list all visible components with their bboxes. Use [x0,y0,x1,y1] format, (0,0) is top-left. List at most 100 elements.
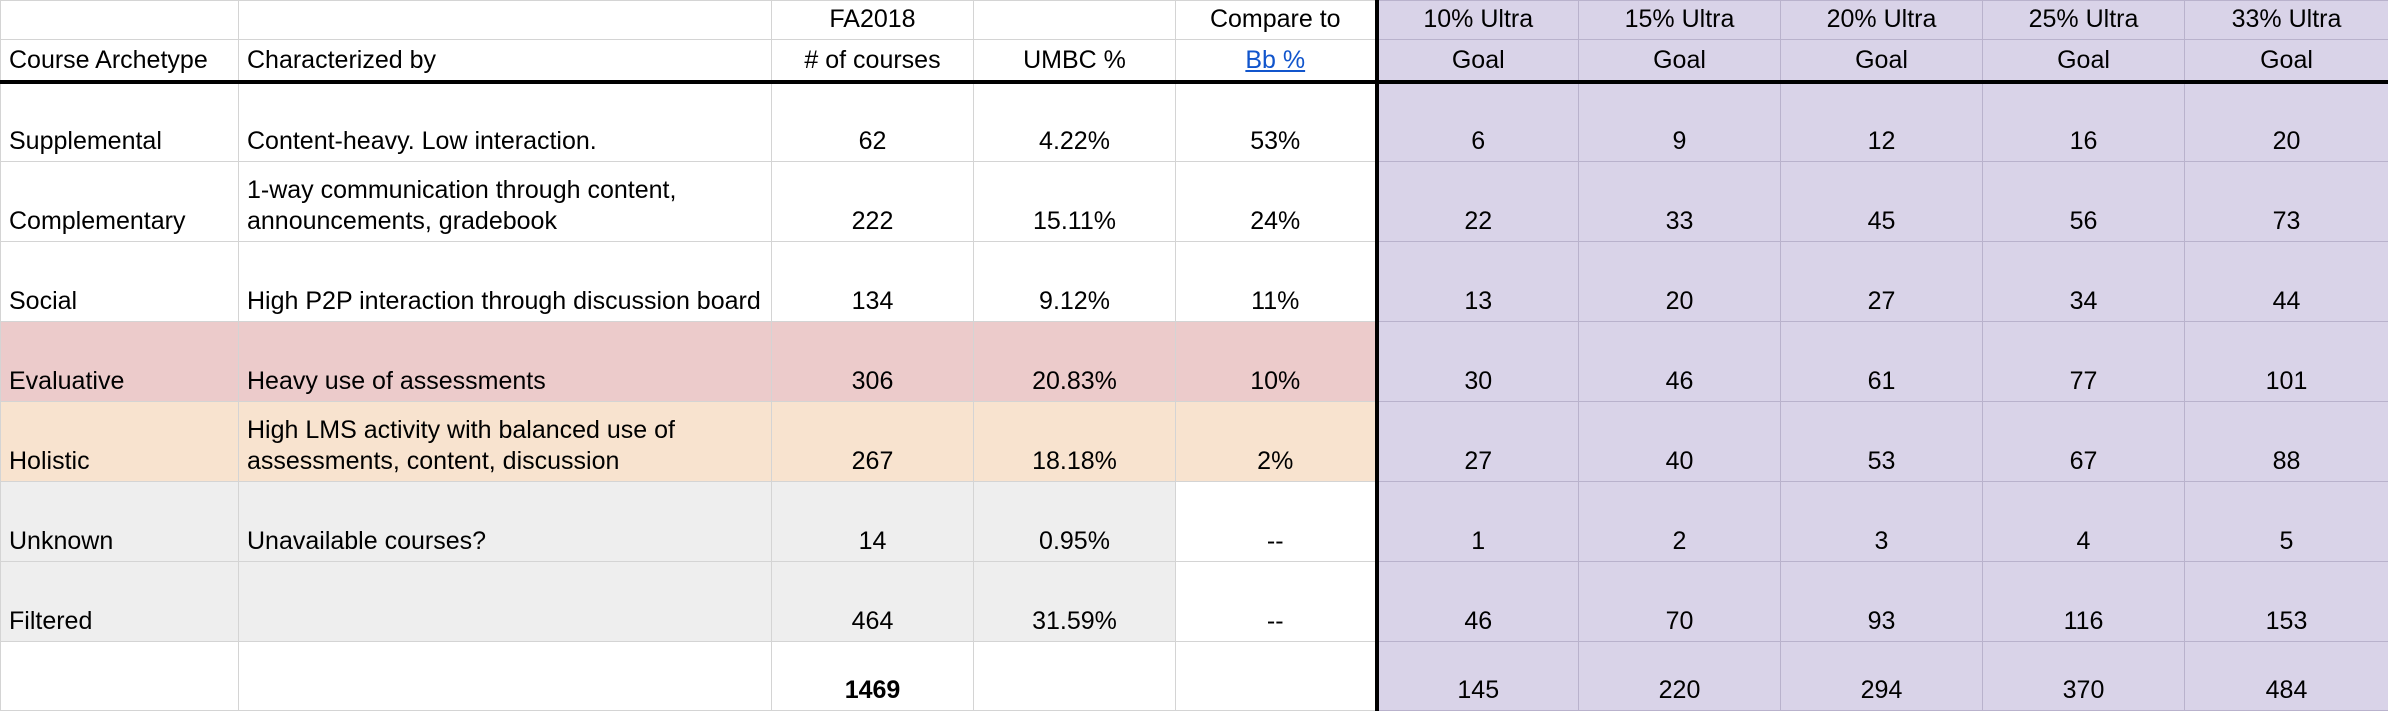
bb-percent-cell[interactable]: 11% [1175,241,1379,322]
goal-cell[interactable]: 33 [1578,161,1781,242]
ultra-20-header[interactable]: 20% Ultra [1780,0,1983,40]
bb-percent-header[interactable]: Bb % [1175,39,1379,84]
goal-cell[interactable]: 20 [1578,241,1781,322]
course-count-cell[interactable]: 134 [771,241,974,322]
archetype-cell[interactable]: Complementary [0,161,239,242]
archetype-cell[interactable]: Unknown [0,481,239,562]
course-count-cell[interactable]: 267 [771,401,974,482]
course-count-cell[interactable]: 222 [771,161,974,242]
course-count-cell[interactable]: 14 [771,481,974,562]
goal-cell[interactable]: 88 [2184,401,2388,482]
description-cell[interactable]: 1-way communication through content, ann… [238,161,772,242]
total-goal-cell[interactable]: 370 [1982,641,2185,711]
archetype-cell[interactable]: Social [0,241,239,322]
umbc-percent-header[interactable]: UMBC % [973,39,1176,84]
total-goal-cell[interactable]: 220 [1578,641,1781,711]
course-count-cell[interactable]: 306 [771,321,974,402]
goal-cell[interactable]: 46 [1578,321,1781,402]
bb-percent-link[interactable]: Bb % [1245,45,1306,74]
goal-cell[interactable]: 101 [2184,321,2388,402]
goal-cell[interactable]: 27 [1780,241,1983,322]
bb-percent-cell[interactable]: 24% [1175,161,1379,242]
description-cell[interactable] [238,561,772,642]
bb-percent-cell[interactable]: 2% [1175,401,1379,482]
compare-to-header[interactable]: Compare to [1175,0,1379,40]
umbc-percent-cell[interactable]: 31.59% [973,561,1176,642]
goal-cell[interactable]: 61 [1780,321,1983,402]
goal-cell[interactable]: 3 [1780,481,1983,562]
goal-cell[interactable]: 12 [1780,81,1983,162]
goal-cell[interactable]: 16 [1982,81,2185,162]
description-cell[interactable]: Unavailable courses? [238,481,772,562]
archetype-cell[interactable]: Filtered [0,561,239,642]
goal-header[interactable]: Goal [1982,39,2185,84]
goal-cell[interactable]: 70 [1578,561,1781,642]
total-goal-cell[interactable]: 294 [1780,641,1983,711]
goal-cell[interactable]: 30 [1376,321,1579,402]
goal-cell[interactable]: 9 [1578,81,1781,162]
umbc-percent-cell[interactable]: 4.22% [973,81,1176,162]
goal-cell[interactable]: 93 [1780,561,1983,642]
course-count-cell[interactable]: 464 [771,561,974,642]
description-cell[interactable]: High LMS activity with balanced use of a… [238,401,772,482]
course-archetype-header[interactable]: Course Archetype [0,39,239,84]
description-cell[interactable]: Heavy use of assessments [238,321,772,402]
umbc-percent-cell[interactable]: 0.95% [973,481,1176,562]
umbc-percent-cell[interactable]: 15.11% [973,161,1176,242]
goal-cell[interactable]: 1 [1376,481,1579,562]
course-count-cell[interactable]: 62 [771,81,974,162]
goal-header[interactable]: Goal [2184,39,2388,84]
goal-header[interactable]: Goal [1780,39,1983,84]
archetype-cell[interactable]: Holistic [0,401,239,482]
goal-cell[interactable]: 20 [2184,81,2388,162]
ultra-10-header[interactable]: 10% Ultra [1376,0,1579,40]
archetype-cell[interactable]: Supplemental [0,81,239,162]
cell-empty[interactable] [238,641,772,711]
cell-empty[interactable] [1175,641,1379,711]
cell-empty[interactable] [238,0,772,40]
goal-cell[interactable]: 53 [1780,401,1983,482]
cell-empty[interactable] [0,0,239,40]
umbc-percent-cell[interactable]: 9.12% [973,241,1176,322]
goal-cell[interactable]: 6 [1376,81,1579,162]
goal-header[interactable]: Goal [1376,39,1579,84]
bb-percent-cell[interactable]: -- [1175,481,1379,562]
total-count-cell[interactable]: 1469 [771,641,974,711]
goal-cell[interactable]: 46 [1376,561,1579,642]
goal-cell[interactable]: 27 [1376,401,1579,482]
goal-cell[interactable]: 13 [1376,241,1579,322]
goal-cell[interactable]: 77 [1982,321,2185,402]
goal-cell[interactable]: 4 [1982,481,2185,562]
total-goal-cell[interactable]: 145 [1376,641,1579,711]
goal-header[interactable]: Goal [1578,39,1781,84]
ultra-15-header[interactable]: 15% Ultra [1578,0,1781,40]
description-cell[interactable]: Content-heavy. Low interaction. [238,81,772,162]
goal-cell[interactable]: 5 [2184,481,2388,562]
umbc-percent-cell[interactable]: 18.18% [973,401,1176,482]
cell-empty[interactable] [0,641,239,711]
archetype-cell[interactable]: Evaluative [0,321,239,402]
goal-cell[interactable]: 2 [1578,481,1781,562]
cell-empty[interactable] [973,0,1176,40]
characterized-by-header[interactable]: Characterized by [238,39,772,84]
cell-empty[interactable] [973,641,1176,711]
course-count-header[interactable]: # of courses [771,39,974,84]
fa2018-header[interactable]: FA2018 [771,0,974,40]
goal-cell[interactable]: 116 [1982,561,2185,642]
goal-cell[interactable]: 44 [2184,241,2388,322]
goal-cell[interactable]: 67 [1982,401,2185,482]
umbc-percent-cell[interactable]: 20.83% [973,321,1176,402]
bb-percent-cell[interactable]: 10% [1175,321,1379,402]
goal-cell[interactable]: 73 [2184,161,2388,242]
ultra-33-header[interactable]: 33% Ultra [2184,0,2388,40]
goal-cell[interactable]: 34 [1982,241,2185,322]
ultra-25-header[interactable]: 25% Ultra [1982,0,2185,40]
total-goal-cell[interactable]: 484 [2184,641,2388,711]
bb-percent-cell[interactable]: 53% [1175,81,1379,162]
goal-cell[interactable]: 153 [2184,561,2388,642]
goal-cell[interactable]: 45 [1780,161,1983,242]
goal-cell[interactable]: 56 [1982,161,2185,242]
goal-cell[interactable]: 22 [1376,161,1579,242]
goal-cell[interactable]: 40 [1578,401,1781,482]
description-cell[interactable]: High P2P interaction through discussion … [238,241,772,322]
